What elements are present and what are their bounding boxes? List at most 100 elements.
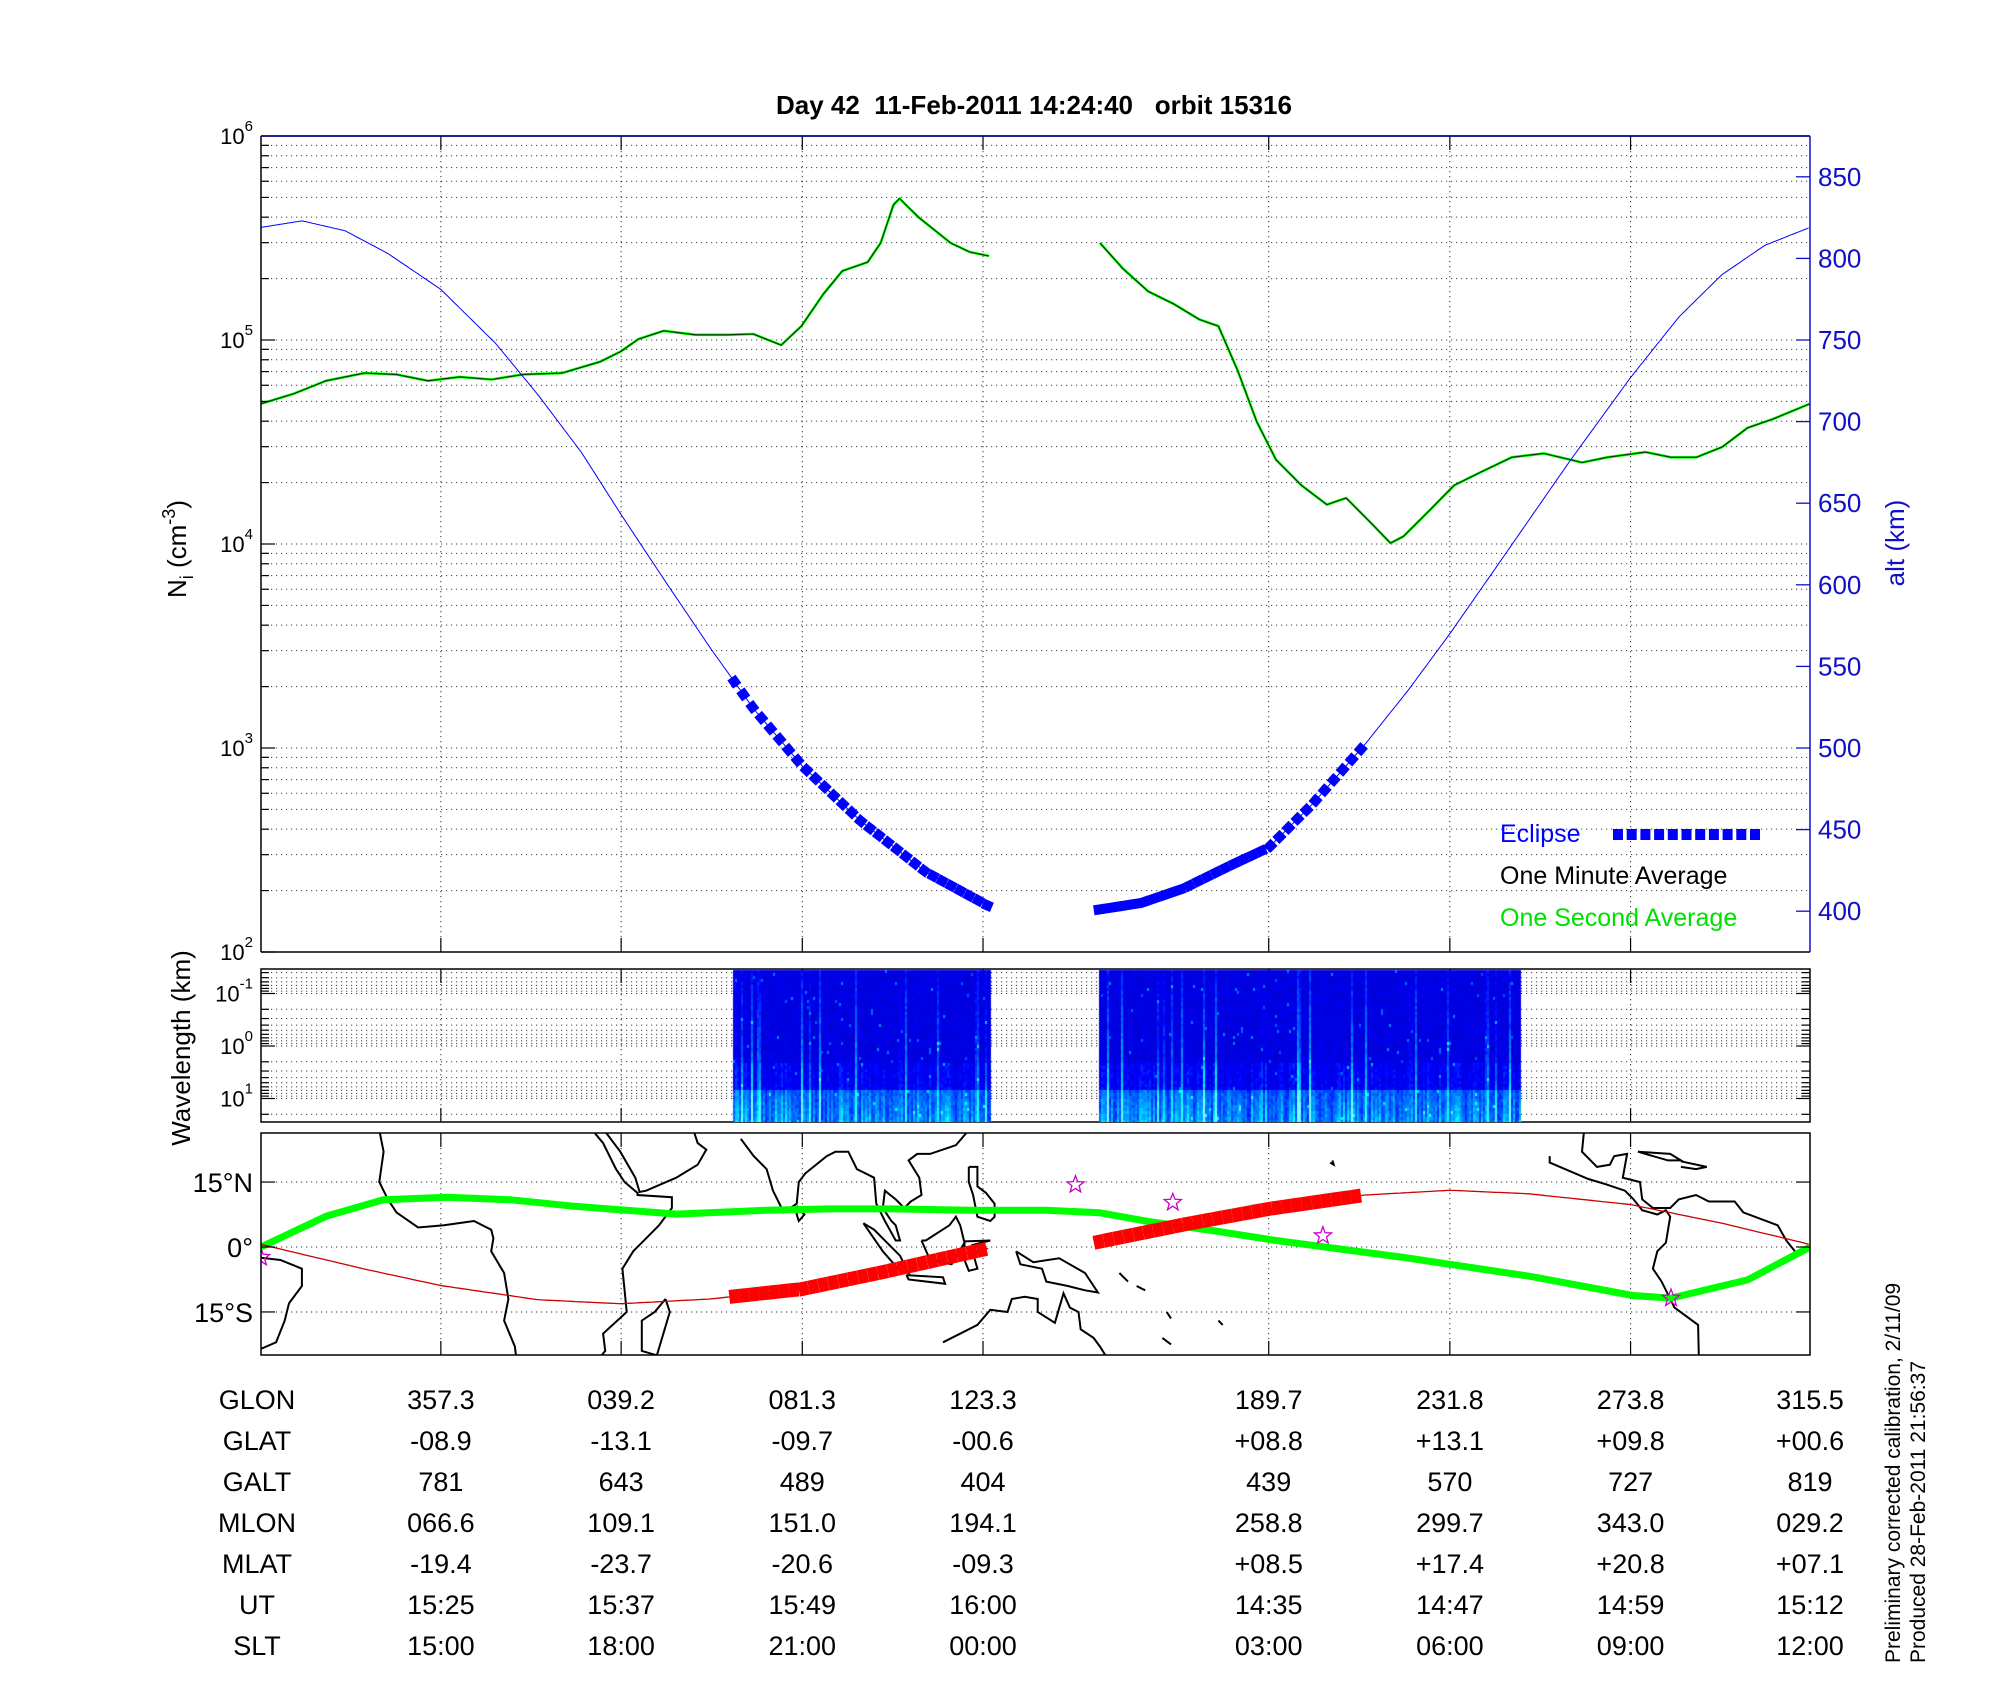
- y-tick-exp: 4: [245, 526, 253, 543]
- table-cell: -23.7: [590, 1549, 652, 1579]
- table-cell: +00.6: [1776, 1426, 1844, 1456]
- eclipse-marker: [1209, 865, 1223, 880]
- table-cell: 15:00: [407, 1631, 475, 1661]
- table-cell: 727: [1608, 1467, 1653, 1497]
- coastline: [261, 1256, 303, 1350]
- eclipse-marker: [1263, 838, 1278, 853]
- eclipse-track-marker: [1112, 1229, 1125, 1246]
- table-cell: 21:00: [769, 1631, 837, 1661]
- eclipse-track-marker: [896, 1259, 909, 1276]
- eclipse-marker: [826, 788, 841, 803]
- legend-eclipse-square: [1708, 829, 1719, 840]
- table-cell: 18:00: [587, 1631, 655, 1661]
- table-cell: +09.8: [1596, 1426, 1664, 1456]
- table-cell: -00.6: [952, 1426, 1014, 1456]
- eclipse-track-marker: [758, 1285, 770, 1301]
- eclipse-marker: [880, 835, 895, 850]
- table-cell: +08.8: [1235, 1426, 1303, 1456]
- eclipse-marker: [962, 888, 977, 903]
- table-cell: 151.0: [769, 1508, 837, 1538]
- y2-tick-label: 600: [1818, 570, 1861, 600]
- eclipse-track-marker: [748, 1286, 760, 1302]
- table-cell: 781: [418, 1467, 463, 1497]
- eclipse-marker: [1164, 886, 1178, 900]
- ni-label-unit: (cm: [162, 525, 192, 576]
- eclipse-track-marker: [1211, 1210, 1224, 1227]
- spec-tick-exp: 1: [245, 1081, 253, 1098]
- eclipse-track-marker: [965, 1244, 979, 1261]
- spec-y-tick-label: 101: [220, 1081, 253, 1112]
- eclipse-marker: [790, 753, 805, 768]
- eclipse-track-marker: [1330, 1191, 1343, 1207]
- eclipse-marker: [926, 869, 940, 883]
- map-frame: [260, 1132, 1811, 1356]
- table-cell: +08.5: [1235, 1549, 1303, 1579]
- table-cell: 123.3: [949, 1385, 1017, 1415]
- legend-eclipse-square: [1667, 829, 1678, 840]
- table-cell: 09:00: [1597, 1631, 1665, 1661]
- y2-tick-label: 500: [1818, 733, 1861, 763]
- table-cell: 15:25: [407, 1590, 475, 1620]
- map-lat-label: 15°S: [194, 1298, 253, 1328]
- y2-tick-label: 400: [1818, 896, 1861, 926]
- y-tick-exp: 2: [245, 934, 253, 951]
- eclipse-track-marker: [1132, 1225, 1145, 1242]
- eclipse-marker: [844, 805, 859, 820]
- eclipse-track-marker: [975, 1242, 989, 1258]
- legend-eclipse: Eclipse: [1500, 820, 1581, 848]
- chart-title: Day 42 11-Feb-2011 14:24:40 orbit 15316: [776, 90, 1292, 120]
- spec-tick-exp: -1: [240, 976, 253, 993]
- map-lat-label: 15°N: [193, 1168, 253, 1198]
- table-cell: 189.7: [1235, 1385, 1303, 1415]
- ni-label-main: N: [162, 579, 192, 598]
- eclipse-marker: [1227, 857, 1241, 871]
- table-cell: 231.8: [1416, 1385, 1484, 1415]
- y-tick-exp: 5: [245, 322, 253, 339]
- spec-y-tick-label: 100: [220, 1028, 253, 1059]
- eclipse-marker: [1344, 752, 1359, 767]
- eclipse-marker: [1335, 762, 1350, 777]
- eclipse-marker: [1182, 879, 1196, 893]
- coastline: [605, 1133, 708, 1194]
- eclipse-track-marker: [1340, 1190, 1353, 1206]
- table-cell: 439: [1246, 1467, 1291, 1497]
- eclipse-marker: [1272, 829, 1287, 844]
- eclipse-marker: [944, 878, 958, 893]
- eclipse-track-marker: [846, 1270, 860, 1287]
- legend-eclipse-square: [1626, 829, 1637, 840]
- spec-tick-base: 10: [220, 1087, 244, 1112]
- density-plot-area: [261, 197, 1810, 916]
- table-cell: 14:35: [1235, 1590, 1303, 1620]
- eclipse-track-marker: [866, 1266, 880, 1283]
- eclipse-marker: [736, 687, 751, 702]
- eclipse-marker: [1111, 901, 1123, 913]
- table-cell: 489: [780, 1467, 825, 1497]
- one-minute-average-line: [261, 197, 990, 405]
- eclipse-marker: [1281, 820, 1296, 835]
- eclipse-marker: [1317, 783, 1332, 798]
- eclipse-marker: [1120, 899, 1132, 912]
- legend-eclipse-square: [1613, 829, 1623, 840]
- eclipse-track-marker: [925, 1253, 939, 1269]
- altitude-line: [1098, 227, 1809, 911]
- table-cell: 15:49: [769, 1590, 837, 1620]
- table-cell: -20.6: [772, 1549, 834, 1579]
- y2-tick-label: 850: [1818, 162, 1861, 192]
- table-cell: -08.9: [410, 1426, 472, 1456]
- eclipse-track-marker: [1191, 1214, 1204, 1230]
- coastline: [942, 1290, 1107, 1355]
- table-cell: 029.2: [1776, 1508, 1844, 1538]
- coastline: [1161, 1337, 1172, 1346]
- eclipse-track-marker: [1300, 1195, 1313, 1212]
- y2-tick-label: 800: [1818, 243, 1861, 273]
- table-row-label: GLON: [219, 1385, 296, 1415]
- eclipse-marker: [745, 699, 760, 715]
- table-cell: 819: [1787, 1467, 1832, 1497]
- coastline: [1548, 1156, 1700, 1355]
- table-cell: 14:47: [1416, 1590, 1484, 1620]
- table-row-label: SLT: [233, 1631, 281, 1661]
- table-row-label: MLAT: [222, 1549, 292, 1579]
- eclipse-marker: [1200, 870, 1214, 884]
- table-cell: -19.4: [410, 1549, 472, 1579]
- ni-axis-label: Ni (cm-3): [159, 500, 197, 598]
